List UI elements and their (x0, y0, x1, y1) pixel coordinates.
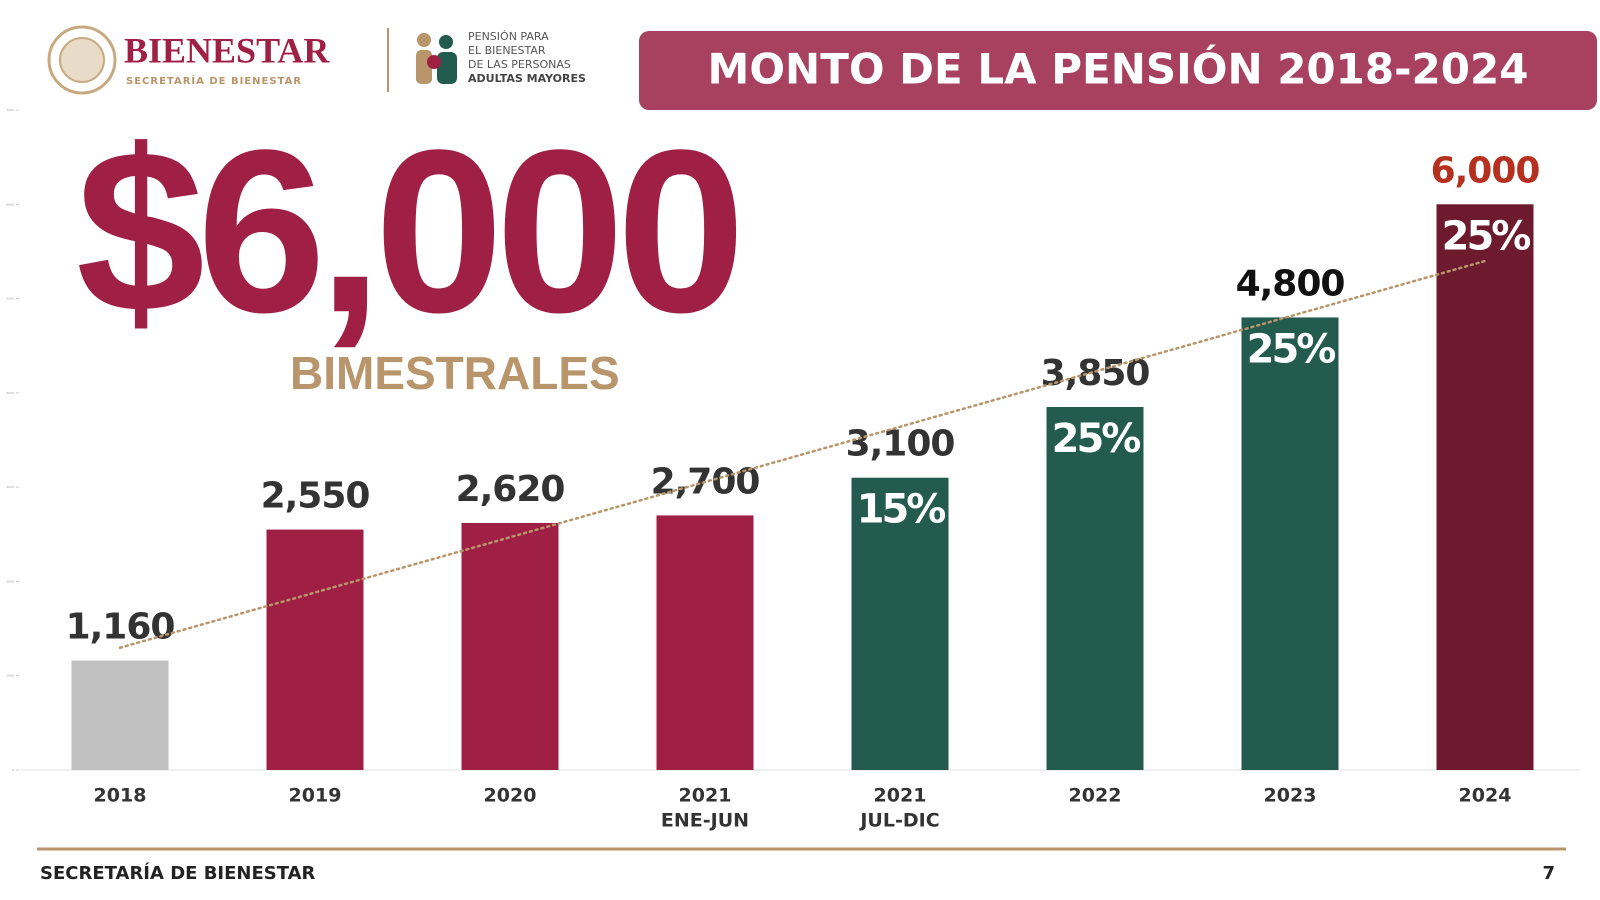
y-tick-label: 5000 (6, 297, 14, 301)
footer-text: SECRETARÍA DE BIENESTAR (40, 862, 316, 884)
program-icon (416, 33, 457, 84)
y-tick-label: 0 (12, 768, 14, 772)
brand: BIENESTAR (124, 30, 330, 70)
x-tick-label: 2024 (1459, 785, 1512, 807)
increase-label: 25% (1442, 213, 1531, 259)
page-number: 7 (1542, 863, 1555, 884)
value-label: 2,550 (261, 476, 370, 517)
plot: 0 1000 2000 3000 4000 5000 6000 7000 1,160 2018 2,… (6, 108, 1580, 832)
trendline (118, 259, 1487, 649)
program-line: DE LAS PERSONAS (468, 58, 571, 71)
y-tick-label: 3000 (6, 485, 14, 489)
program-line: EL BIENESTAR (468, 44, 546, 57)
x-tick-label: 2022 (1069, 785, 1122, 807)
y-tick-label: 4000 (6, 391, 14, 395)
value-label: 6,000 (1431, 150, 1540, 191)
seal (47, 25, 117, 95)
subheadline: BIMESTRALES (290, 347, 620, 399)
x-tick-sublabel: JUL-DIC (858, 810, 939, 832)
chart-title: MONTO DE LA PENSIÓN 2018-2024 (708, 44, 1529, 94)
value-label: 3,100 (846, 424, 955, 465)
program-line: PENSIÓN PARA (468, 30, 549, 43)
bar (656, 515, 754, 770)
bar (266, 529, 364, 770)
increase-label: 25% (1052, 416, 1141, 462)
x-tick-label: 2021 (874, 785, 927, 807)
x-tick-label: 2020 (484, 785, 537, 807)
bar (1436, 204, 1534, 771)
title-banner (639, 31, 1597, 110)
y-tick-label: 7000 (6, 108, 14, 112)
bar (851, 477, 949, 770)
x-tick-label: 2023 (1264, 785, 1317, 807)
value-label: 2,620 (456, 469, 565, 510)
y-tick-label: 6000 (6, 202, 14, 206)
bar (71, 660, 169, 770)
x-tick-label: 2018 (94, 785, 147, 807)
value-label: 3,850 (1041, 353, 1150, 394)
x-tick-label: 2019 (289, 785, 342, 807)
bar (461, 522, 559, 770)
bar (1046, 407, 1144, 770)
x-tick-label: 2021 (679, 785, 732, 807)
increase-label: 25% (1247, 326, 1336, 372)
value-label: 4,800 (1236, 263, 1345, 304)
headline: $6,000 (76, 102, 738, 361)
y-tick-label: 1000 (6, 674, 14, 678)
bar (1241, 317, 1339, 770)
y-tick-label: 2000 (6, 579, 14, 583)
program-line: ADULTAS MAYORES (468, 72, 586, 85)
brand-sub: SECRETARÍA DE BIENESTAR (126, 74, 302, 87)
increase-label: 15% (857, 487, 946, 533)
value-label: 1,160 (66, 607, 175, 648)
x-tick-sublabel: ENE-JUN (661, 810, 749, 832)
